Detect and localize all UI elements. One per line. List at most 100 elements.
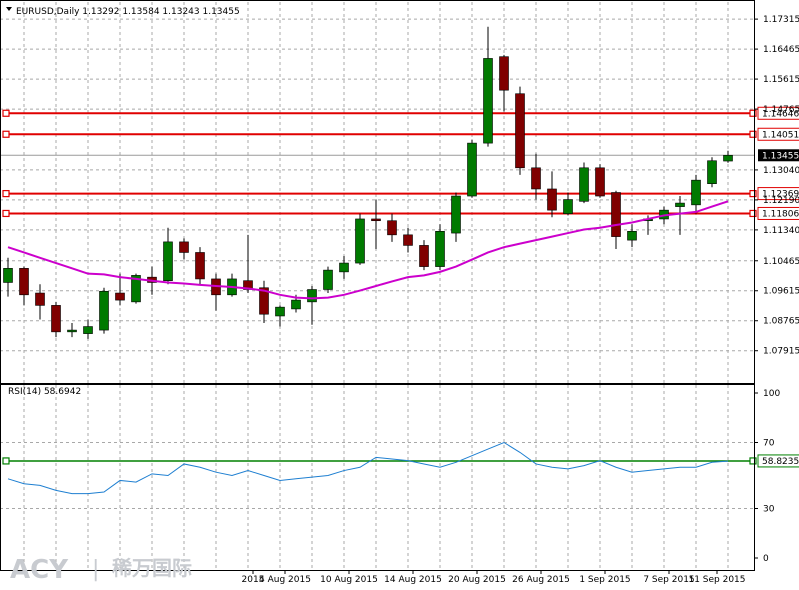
price-level-handle: [749, 189, 757, 198]
candle-bull: [291, 299, 301, 310]
candle-bull: [307, 289, 317, 303]
candle-bull: [275, 306, 285, 317]
candle-bear: [195, 252, 205, 280]
price-level-handle: [2, 109, 10, 117]
price-level-label: 1.14646: [762, 109, 799, 119]
candle-bear: [611, 192, 621, 237]
rsi-plot-frame: [0, 384, 755, 571]
rsi-level-handle: [749, 457, 757, 465]
candle-bear: [115, 292, 125, 301]
rsi-level-handle: [2, 457, 10, 465]
candle-bear: [515, 93, 525, 169]
candles: [3, 26, 733, 339]
candle-bull: [355, 218, 365, 264]
candle-bull: [563, 199, 573, 214]
x-tick-label: 1 Sep 2015: [579, 575, 630, 585]
candle-bear: [403, 234, 413, 246]
y-tick-label: 1.16465: [763, 45, 799, 55]
candle-bull: [627, 231, 637, 241]
candle-bear: [595, 167, 605, 197]
candle-bull: [691, 179, 701, 206]
candle-bull: [83, 326, 93, 334]
y-tick-label: 1.11340: [763, 226, 799, 236]
candle-bear: [243, 280, 253, 290]
price-level-tag: [757, 206, 799, 220]
candle-bear: [531, 167, 541, 190]
candle-bear: [387, 220, 397, 236]
candle-bear: [499, 56, 509, 91]
rsi-tick-label: 100: [763, 389, 780, 399]
candle-bear: [419, 245, 429, 267]
candle-bear: [179, 241, 189, 253]
price-level-handle: [2, 130, 10, 138]
rsi-line: [7, 441, 729, 495]
candle-bear: [51, 305, 61, 333]
rsi-indicator: 58.8235: [2, 441, 799, 495]
x-tick-label: 7 Sep 2015: [643, 575, 694, 585]
y-tick-label: 1.15615: [763, 75, 799, 85]
acy-logo: ACY | 稀万国际: [10, 555, 192, 585]
y-tick-label: 1.12190: [763, 196, 799, 206]
candle-bull: [723, 154, 733, 162]
x-tick-label: 14 Aug 2015: [384, 575, 442, 585]
candle-bear: [371, 218, 381, 222]
y-tick-label: 1.14765: [763, 105, 799, 115]
y-tick-label: 1.08765: [763, 317, 799, 327]
y-tick-label: 1.17315: [763, 15, 799, 25]
price-level-tag: [757, 127, 799, 141]
logo-chinese: 稀万国际: [112, 556, 192, 580]
rsi-tick-label: 0: [763, 554, 769, 564]
candle-bear: [547, 188, 557, 211]
price-level-handle: [749, 109, 757, 117]
price-level-label: 1.14051: [762, 130, 799, 140]
candle-bull: [707, 160, 717, 184]
y-tick-label: 1.10465: [763, 257, 799, 267]
price-level-tag: [757, 106, 799, 120]
candle-bull: [467, 142, 477, 197]
x-tick-label: 20 Aug 2015: [448, 575, 506, 585]
grid-layer: [0, 2, 754, 570]
y-tick-label: 1.07915: [763, 347, 799, 357]
candle-bull: [483, 58, 493, 144]
price-level-label: 1.12369: [762, 190, 799, 200]
price-level-handle: [749, 130, 757, 138]
x-tick-label: 4 Aug 2015: [259, 575, 311, 585]
price-level-label: 1.11806: [762, 209, 799, 219]
price-level-handle: [749, 209, 757, 218]
candle-bull: [3, 268, 13, 283]
candle-bull: [131, 275, 141, 303]
rsi-level-tag: [757, 454, 799, 468]
candle-bull: [339, 262, 349, 273]
chart-header-title: EURUSD,Daily 1.13292 1.13584 1.13243 1.1…: [16, 7, 240, 17]
logo-brand: ACY: [10, 555, 69, 585]
candle-bull: [579, 167, 589, 202]
rsi-title: RSI(14) 58.6942: [8, 387, 81, 397]
price-level-handle: [2, 189, 10, 198]
current-price-label: 1.13455: [762, 151, 799, 161]
moving-average-line: [7, 200, 729, 300]
x-tick-label: 11 Sep 2015: [688, 575, 745, 585]
price-level-tag: [757, 187, 799, 201]
x-tick-label: 26 Aug 2015: [512, 575, 570, 585]
logo-separator: |: [92, 557, 99, 582]
candle-bull: [99, 290, 109, 331]
candle-bull: [323, 269, 333, 290]
candle-bull: [67, 329, 77, 333]
x-tick-label: 10 Aug 2015: [320, 575, 378, 585]
price-level-handle: [2, 209, 10, 218]
rsi-level-label: 58.8235: [762, 457, 799, 467]
moving-average: [7, 200, 729, 300]
candle-bull: [163, 241, 173, 281]
main-plot-frame: [0, 0, 755, 384]
y-tick-label: 1.13040: [763, 166, 799, 176]
current-price-tag: [758, 149, 799, 162]
candle-bear: [35, 292, 45, 306]
dropdown-triangle-icon[interactable]: [6, 7, 12, 11]
candle-bear: [259, 287, 269, 315]
candle-bull: [675, 202, 685, 207]
rsi-tick-label: 30: [763, 505, 775, 515]
y-tick-label: 1.09615: [763, 287, 799, 297]
x-tick-label: 2015: [242, 575, 265, 585]
